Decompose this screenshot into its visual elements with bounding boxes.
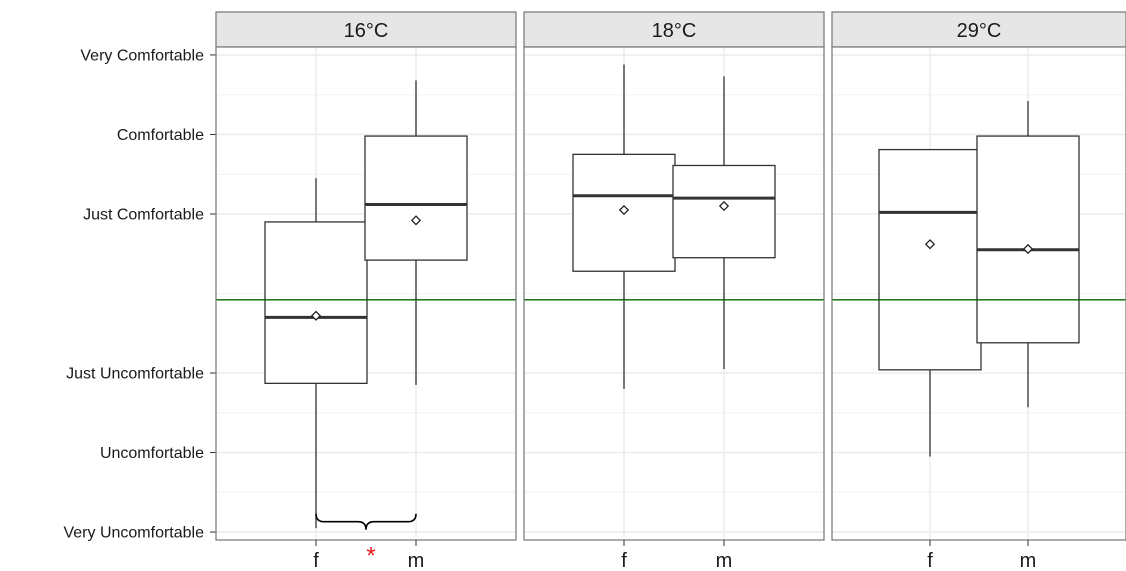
iqr-box bbox=[672, 164, 776, 259]
mean-marker bbox=[310, 310, 322, 321]
box-f bbox=[264, 178, 368, 529]
y-tick-label: Just Uncomfortable bbox=[66, 366, 204, 383]
mean-marker bbox=[618, 204, 630, 216]
x-tick-label: f bbox=[927, 550, 933, 571]
box-m bbox=[976, 101, 1080, 408]
facet-label: 18°C bbox=[652, 20, 697, 42]
facet-panel: 16°C * f m bbox=[215, 11, 517, 571]
y-axis: Very Uncomfortable Uncomfortable Just Unco… bbox=[63, 47, 216, 542]
facet-strip bbox=[831, 11, 1126, 48]
y-tick-label: Uncomfortable bbox=[100, 445, 204, 462]
y-tick-label: Very Comfortable bbox=[80, 47, 204, 64]
y-tick-label: Very Uncomfortable bbox=[63, 525, 204, 542]
box-f bbox=[572, 64, 676, 389]
y-tick-label: Just Comfortable bbox=[83, 206, 204, 223]
box-f bbox=[878, 148, 982, 457]
mean-marker bbox=[410, 215, 422, 226]
box-m bbox=[364, 80, 468, 385]
panel-border bbox=[215, 46, 517, 541]
mean-marker bbox=[1022, 243, 1034, 255]
x-tick-label: m bbox=[716, 550, 733, 571]
iqr-box bbox=[878, 148, 982, 371]
mean-marker bbox=[924, 239, 936, 250]
facet-panel: 18°C f m bbox=[523, 11, 825, 571]
iqr-box bbox=[264, 221, 368, 385]
x-tick-label: m bbox=[408, 550, 425, 571]
significance-star: * bbox=[366, 543, 375, 570]
facet-strip bbox=[523, 11, 825, 48]
facet-label: 29°C bbox=[957, 20, 1002, 42]
box-m bbox=[672, 76, 776, 370]
iqr-box bbox=[364, 135, 468, 261]
facet-label: 16°C bbox=[344, 20, 389, 42]
x-tick-label: f bbox=[621, 550, 627, 571]
facet-panel: 29°C f m bbox=[831, 11, 1126, 571]
panel-border bbox=[831, 46, 1126, 541]
significance-brace bbox=[315, 513, 417, 530]
y-tick-label: Comfortable bbox=[117, 127, 204, 144]
mean-marker bbox=[718, 200, 730, 212]
x-tick-label: f bbox=[313, 550, 319, 571]
x-tick-label: m bbox=[1020, 550, 1037, 571]
plot-area: Very Uncomfortable Uncomfortable Just Unco… bbox=[63, 11, 1126, 571]
panel-border bbox=[523, 46, 825, 541]
iqr-box bbox=[976, 135, 1080, 344]
